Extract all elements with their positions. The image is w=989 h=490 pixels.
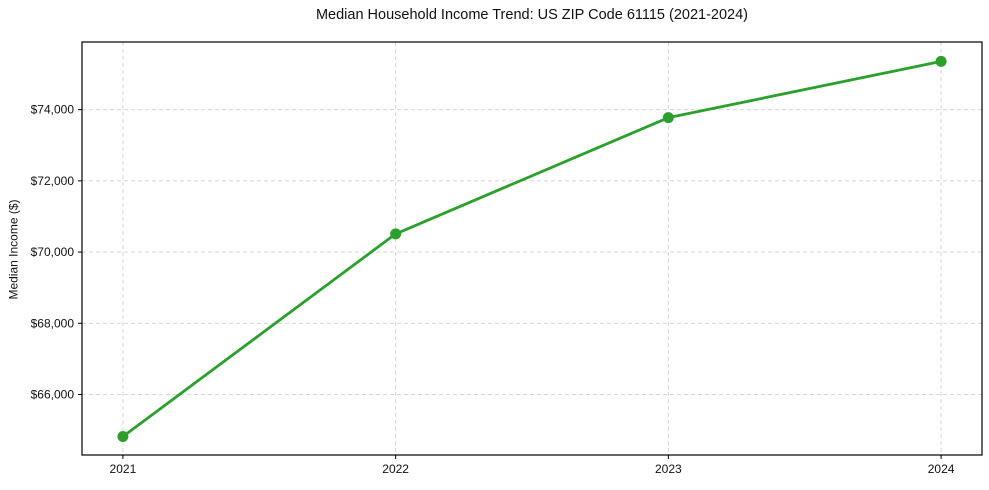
x-tick-label: 2023 bbox=[655, 462, 682, 476]
y-tick-label: $66,000 bbox=[31, 387, 75, 401]
chart-title: Median Household Income Trend: US ZIP Co… bbox=[315, 7, 749, 23]
x-tick-label: 2024 bbox=[928, 462, 955, 476]
y-tick-label: $68,000 bbox=[31, 316, 75, 330]
y-tick-label: $74,000 bbox=[31, 103, 75, 117]
plot-border bbox=[81, 41, 983, 456]
data-point-2023 bbox=[662, 112, 674, 124]
y-tick-label: $72,000 bbox=[31, 174, 75, 188]
income-trend-line bbox=[121, 60, 943, 438]
data-point-2022 bbox=[390, 228, 402, 240]
data-point-2021 bbox=[117, 430, 129, 442]
x-tick-label: 2022 bbox=[382, 462, 409, 476]
y-tick-label: $70,000 bbox=[31, 245, 75, 259]
data-point-2024 bbox=[935, 55, 947, 67]
x-tick-label: 2021 bbox=[110, 462, 137, 476]
